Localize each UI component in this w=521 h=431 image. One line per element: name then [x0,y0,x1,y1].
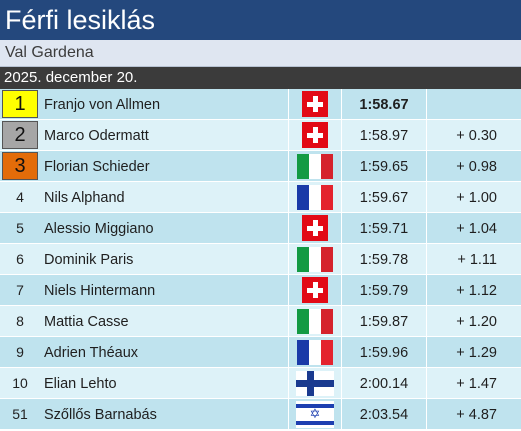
time-gap: + 1.11 [426,244,497,274]
rank-number: 9 [16,344,24,360]
rank-number: 4 [16,189,24,205]
athlete-name: Franjo von Allmen [44,97,161,113]
flag-cell [288,306,342,336]
rank-number: 8 [16,313,24,329]
page-title: Férfi lesiklás [0,0,521,40]
switzerland-flag-icon [302,277,328,303]
rank-cell: 10 [1,368,39,398]
table-row: 5 Alessio Miggiano 1:59.71 + 1.04 [0,213,521,244]
flag-cell [288,275,342,305]
race-time: 1:59.96 [359,345,409,361]
table-row: 2 Marco Odermatt 1:58.97 + 0.30 [0,120,521,151]
rank-number: 6 [16,251,24,267]
race-time: 1:59.79 [359,283,409,299]
time-gap: + 1.47 [426,368,497,398]
flag-cell [288,120,342,150]
flag-cell [288,213,342,243]
table-row: 7 Niels Hintermann 1:59.79 + 1.12 [0,275,521,306]
italy-flag-icon [297,153,333,179]
time-gap: + 1.04 [426,213,497,243]
italy-flag-icon [297,308,333,334]
rank-cell: 9 [1,337,39,367]
time-gap: + 1.00 [426,182,497,212]
athlete-name: Dominik Paris [44,252,134,268]
athlete-name: Marco Odermatt [44,128,149,144]
finland-flag-icon [296,370,334,396]
rank-cell: 2 [1,120,39,150]
flag-cell [288,89,342,119]
rank-cell: 8 [1,306,39,336]
time-gap: + 1.20 [426,306,497,336]
results-table: 1 Franjo von Allmen 1:58.67 2 Marco Odermatt… [0,89,521,430]
switzerland-flag-icon [302,91,328,117]
rank-number: 51 [12,406,28,422]
athlete-name: Florian Schieder [44,159,150,175]
switzerland-flag-icon [302,122,328,148]
flag-cell: ✡ [288,399,342,429]
flag-cell [288,337,342,367]
race-time: 2:03.54 [359,407,409,423]
time-gap: + 1.29 [426,337,497,367]
rank-cell: 7 [1,275,39,305]
flag-cell [288,151,342,181]
rank-number: 10 [12,375,28,391]
rank-cell: 51 [1,399,39,429]
rank-cell: 6 [1,244,39,274]
bronze-medal-badge: 3 [2,152,38,180]
flag-cell [288,368,342,398]
athlete-name: Adrien Théaux [44,345,139,361]
rank-cell: 3 [1,151,39,181]
race-time: 1:58.97 [359,128,409,144]
switzerland-flag-icon [302,215,328,241]
time-gap: + 1.12 [426,275,497,305]
italy-flag-icon [297,246,333,272]
race-time: 1:59.71 [359,221,409,237]
race-time: 1:59.65 [359,159,409,175]
table-row: 6 Dominik Paris 1:59.78 + 1.11 [0,244,521,275]
time-gap: + 0.98 [426,151,497,181]
venue-label: Val Gardena [0,40,521,67]
table-row: 1 Franjo von Allmen 1:58.67 [0,89,521,120]
athlete-name: Alessio Miggiano [44,221,154,237]
israel-flag-icon: ✡ [296,400,334,428]
table-row: 8 Mattia Casse 1:59.87 + 1.20 [0,306,521,337]
race-time: 1:58.67 [359,97,409,113]
time-gap: + 4.87 [426,399,497,429]
athlete-name: Mattia Casse [44,314,129,330]
race-time: 1:59.67 [359,190,409,206]
rank-cell: 4 [1,182,39,212]
table-row: 9 Adrien Théaux 1:59.96 + 1.29 [0,337,521,368]
rank-cell: 5 [1,213,39,243]
rank-number: 7 [16,282,24,298]
silver-medal-badge: 2 [2,121,38,149]
date-label: 2025. december 20. [0,67,521,89]
athlete-name: Elian Lehto [44,376,117,392]
athlete-name: Nils Alphand [44,190,125,206]
time-gap: + 0.30 [426,120,497,150]
table-row: 10 Elian Lehto 2:00.14 + 1.47 [0,368,521,399]
time-gap [426,89,497,119]
race-time: 1:59.78 [359,252,409,268]
table-row: 4 Nils Alphand 1:59.67 + 1.00 [0,182,521,213]
flag-cell [288,182,342,212]
france-flag-icon [297,339,333,365]
race-time: 2:00.14 [359,376,409,392]
race-time: 1:59.87 [359,314,409,330]
rank-number: 5 [16,220,24,236]
athlete-name: Szőllős Barnabás [44,407,157,423]
athlete-name: Niels Hintermann [44,283,156,299]
table-row: 51 Szőllős Barnabás ✡ 2:03.54 + 4.87 [0,399,521,430]
rank-cell: 1 [1,89,39,119]
gold-medal-badge: 1 [2,90,38,118]
flag-cell [288,244,342,274]
table-row: 3 Florian Schieder 1:59.65 + 0.98 [0,151,521,182]
france-flag-icon [297,184,333,210]
